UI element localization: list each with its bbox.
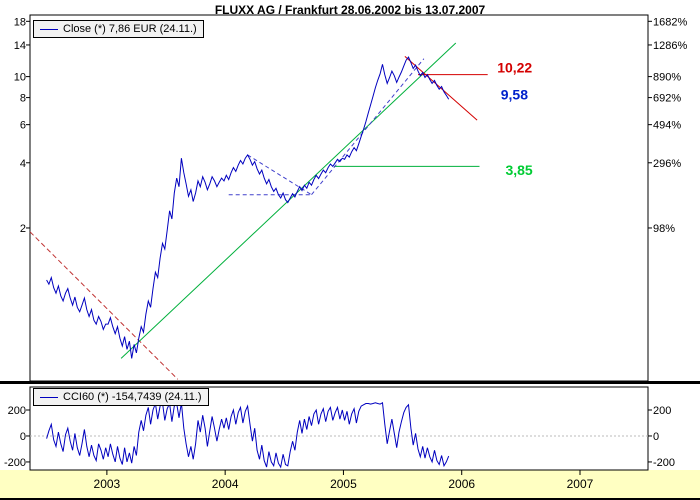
price-level-annotation: 9,58 [501,86,528,102]
cci-legend-label: CCI60 (*) -154,7439 (24.11.) [63,391,202,403]
close-line-sample-icon [40,28,58,30]
cci-indicator-line [46,401,450,469]
price-axis-label: 4 [20,158,26,170]
cci-axis-label: 0 [20,431,26,443]
overlay-pattern-rising [311,58,425,196]
price-axis-label: 14 [14,40,26,52]
percent-axis-label: 296% [653,158,681,170]
overlay-pattern-top-decline [247,154,312,196]
cci-axis-label: -200 [653,457,675,469]
panel-separator [0,381,700,384]
percent-axis-label: 1682% [653,16,687,28]
percent-axis-label: 890% [653,72,681,84]
price-level-annotation: 3,85 [505,162,532,178]
year-axis-label: 2006 [448,477,475,491]
cci-axis-label: -200 [4,457,26,469]
window-bottom-border [0,498,700,500]
price-axis-label: 2 [20,223,26,235]
cci-line-sample-icon [40,396,58,398]
price-legend[interactable]: Close (*) 7,86 EUR (24.11.) [33,20,204,38]
year-axis-label: 2004 [212,477,239,491]
cci-axis-label: 0 [653,431,659,443]
x-axis-strip [0,470,700,500]
overlay-downtrend-2002 [29,231,179,380]
cci-panel-frame [29,386,649,471]
year-axis-label: 2007 [567,477,594,491]
price-level-annotation: 10,22 [497,59,532,75]
percent-axis-label: 98% [653,223,675,235]
price-legend-label: Close (*) 7,86 EUR (24.11.) [63,23,197,35]
cci-axis-label: 200 [653,405,671,417]
percent-axis-label: 692% [653,93,681,105]
percent-axis-label: 494% [653,120,681,132]
close-price-line [46,56,450,359]
price-axis-label: 18 [14,16,26,28]
percent-axis-label: 1286% [653,40,687,52]
year-axis-label: 2005 [330,477,357,491]
chart-title: FLUXX AG / Frankfurt 28.06.2002 bis 13.0… [214,3,486,17]
year-axis-label: 2003 [94,477,121,491]
overlay-downtrend-2005 [404,56,478,121]
price-panel-frame [29,14,649,382]
cci-legend[interactable]: CCI60 (*) -154,7439 (24.11.) [33,388,209,406]
price-axis-label: 8 [20,93,26,105]
price-axis-label: 6 [20,120,26,132]
price-axis-label: 10 [14,72,26,84]
cci-axis-label: 200 [8,405,26,417]
